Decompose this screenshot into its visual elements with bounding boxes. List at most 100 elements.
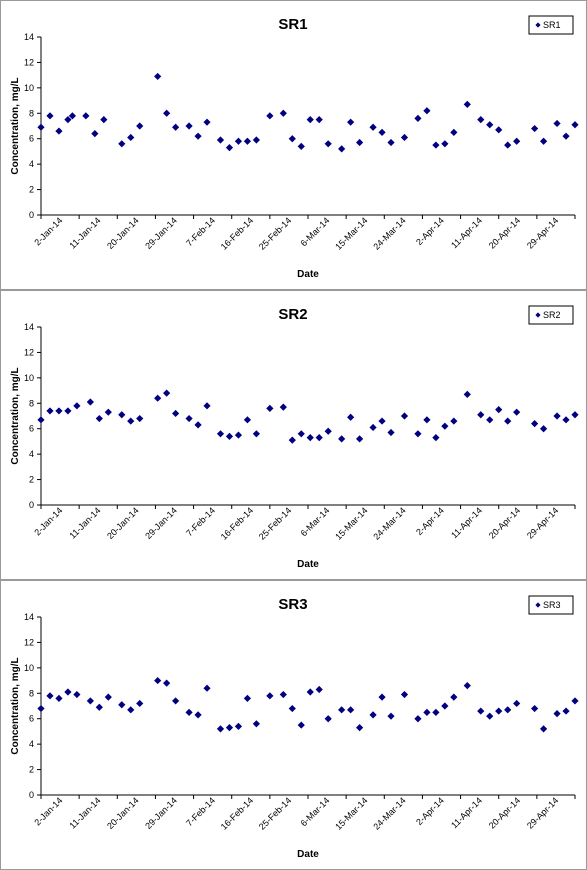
- data-point: [104, 693, 112, 701]
- data-point: [553, 119, 561, 128]
- data-point: [441, 140, 449, 148]
- data-point: [154, 394, 162, 402]
- data-point: [324, 427, 332, 435]
- y-tick-label: 14: [24, 32, 34, 42]
- legend-label: SR3: [543, 600, 561, 610]
- x-axis-label: Date: [297, 269, 319, 280]
- data-point: [55, 407, 63, 415]
- data-point: [495, 126, 503, 134]
- legend-box: [528, 305, 574, 325]
- legend-label: SR1: [543, 20, 561, 30]
- legend: SR1: [528, 15, 574, 35]
- y-tick-label: 2: [29, 185, 34, 195]
- chart-title: SR3: [278, 596, 307, 613]
- data-point: [163, 679, 171, 687]
- data-point: [86, 697, 94, 705]
- data-point: [356, 724, 364, 732]
- y-axis-label: Concentration, mg/L: [10, 367, 21, 464]
- y-axis-label: Concentration, mg/L: [10, 77, 21, 174]
- x-tick-label: 11-Apr-14: [449, 795, 484, 830]
- data-point: [297, 430, 305, 438]
- x-tick-label: 2-Apr-14: [414, 215, 446, 247]
- data-point: [432, 141, 440, 149]
- data-point: [486, 416, 494, 424]
- x-tick-label: 7-Feb-14: [184, 215, 217, 248]
- x-tick-label: 24-Mar-14: [371, 215, 407, 251]
- x-tick-label: 11-Apr-14: [449, 505, 484, 540]
- chart-svg: SR2 0 2 4 6 8 10 12 14 2-Jan-14 11-Jan-14 20-Jan-14…: [10, 305, 579, 570]
- x-tick-label: 29-Apr-14: [525, 505, 560, 540]
- x-tick-label: 29-Jan-14: [143, 795, 179, 831]
- data-point: [486, 121, 494, 129]
- data-point: [432, 434, 440, 442]
- data-point: [216, 725, 225, 733]
- data-point: [477, 707, 485, 715]
- data-point: [37, 704, 45, 713]
- data-point: [279, 690, 287, 699]
- data-point: [347, 413, 355, 421]
- x-tick-label: 16-Feb-14: [219, 795, 255, 831]
- data-point: [306, 116, 314, 124]
- data-point: [553, 412, 561, 420]
- data-point: [154, 72, 162, 81]
- data-point: [288, 135, 296, 143]
- legend-box: [528, 15, 574, 35]
- x-tick-label: 2-Jan-14: [32, 215, 64, 247]
- data-point: [450, 693, 458, 701]
- data-point: [185, 414, 193, 423]
- data-point: [513, 408, 521, 416]
- x-tick-label: 20-Jan-14: [105, 505, 141, 541]
- x-tick-label: 20-Jan-14: [105, 795, 141, 831]
- data-point: [356, 435, 364, 443]
- data-point: [64, 407, 72, 415]
- data-point: [127, 706, 135, 714]
- data-point: [252, 430, 260, 438]
- y-tick-label: 0: [29, 500, 34, 510]
- chart-panel-sr2: SR2 0 2 4 6 8 10 12 14 2-Jan-14 11-Jan-14 20-Jan-14…: [0, 290, 587, 580]
- y-tick-label: 4: [29, 739, 34, 749]
- data-point: [288, 704, 296, 713]
- data-point: [279, 109, 287, 117]
- data-point: [441, 422, 449, 430]
- data-point: [172, 409, 180, 418]
- x-tick-label: 15-Mar-14: [333, 215, 369, 251]
- data-point: [216, 136, 225, 144]
- data-point: [163, 109, 171, 117]
- data-point: [531, 420, 539, 428]
- data-point: [86, 398, 94, 406]
- y-tick-label: 0: [29, 790, 34, 800]
- data-point: [369, 123, 377, 131]
- data-point: [216, 430, 225, 438]
- data-point: [571, 697, 579, 705]
- data-point: [562, 132, 570, 140]
- legend-marker: [535, 602, 541, 608]
- data-point: [539, 137, 548, 145]
- data-point: [73, 402, 81, 410]
- data-point: [118, 411, 126, 419]
- data-point: [100, 116, 108, 124]
- data-point: [477, 116, 485, 124]
- data-point: [118, 140, 126, 148]
- data-point: [163, 389, 171, 397]
- data-point: [441, 702, 449, 710]
- data-point: [95, 703, 103, 711]
- data-point: [477, 411, 485, 419]
- y-tick-label: 8: [29, 688, 34, 698]
- data-point: [450, 417, 458, 425]
- legend-marker: [535, 22, 541, 28]
- y-tick-label: 8: [29, 108, 34, 118]
- x-tick-label: 11-Jan-14: [67, 505, 102, 540]
- legend-label: SR2: [543, 310, 561, 320]
- data-point: [37, 416, 45, 424]
- x-tick-label: 15-Mar-14: [333, 505, 369, 541]
- data-point: [266, 692, 274, 700]
- data-point: [252, 720, 260, 728]
- x-tick-label: 29-Jan-14: [143, 505, 179, 541]
- data-point: [338, 145, 346, 153]
- data-point: [91, 130, 99, 138]
- data-point: [378, 128, 386, 136]
- y-tick-label: 2: [29, 475, 34, 485]
- legend-box: [528, 595, 574, 615]
- x-tick-label: 24-Mar-14: [371, 505, 407, 541]
- data-point: [315, 685, 323, 694]
